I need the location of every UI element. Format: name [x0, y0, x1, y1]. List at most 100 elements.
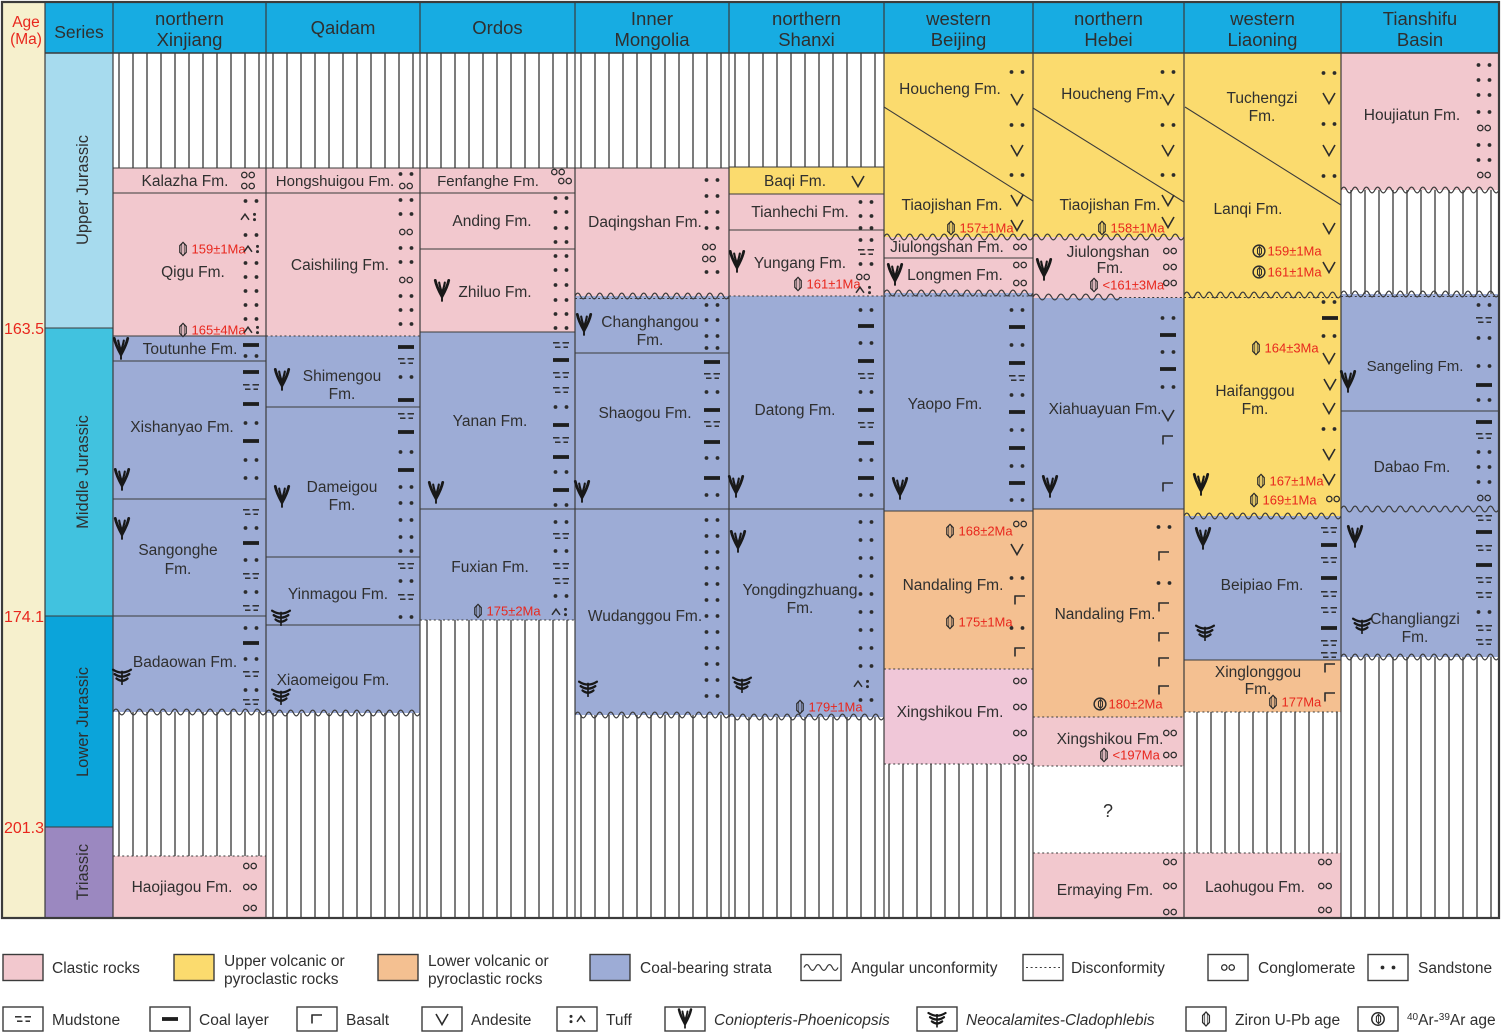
svg-text:western: western: [925, 8, 991, 29]
svg-text:Fm.: Fm.: [329, 386, 356, 403]
svg-text:Coal layer: Coal layer: [199, 1012, 269, 1029]
svg-text:Fuxian Fm.: Fuxian Fm.: [451, 559, 529, 576]
svg-text:Yinmagou Fm.: Yinmagou Fm.: [288, 586, 388, 603]
svg-text:Xiahuayuan Fm.: Xiahuayuan Fm.: [1049, 401, 1162, 418]
svg-text:Conglomerate: Conglomerate: [1258, 960, 1355, 977]
svg-text:175±2Ma: 175±2Ma: [487, 604, 542, 619]
svg-text:169±1Ma: 169±1Ma: [1263, 493, 1318, 508]
svg-text:Sangeling Fm.: Sangeling Fm.: [1367, 358, 1464, 375]
svg-text:Daqingshan Fm.: Daqingshan Fm.: [588, 214, 702, 231]
svg-text:Coniopteris-Phoenicopsis: Coniopteris-Phoenicopsis: [714, 1012, 890, 1029]
svg-text:Xishanyao Fm.: Xishanyao Fm.: [130, 419, 233, 436]
svg-text:Fm.: Fm.: [1242, 401, 1269, 418]
svg-text:Nandaling Fm.: Nandaling Fm.: [1055, 606, 1156, 623]
svg-text:Haojiagou Fm.: Haojiagou Fm.: [132, 879, 233, 896]
svg-text:159±1Ma: 159±1Ma: [192, 242, 247, 257]
svg-text:Basin: Basin: [1397, 29, 1443, 50]
svg-text:Laohugou Fm.: Laohugou Fm.: [1205, 879, 1305, 896]
svg-text:Fm.: Fm.: [1245, 681, 1272, 698]
svg-text:Upper volcanic or: Upper volcanic or: [224, 953, 345, 970]
svg-text:Dabao Fm.: Dabao Fm.: [1374, 459, 1451, 476]
svg-text:Longmen Fm.: Longmen Fm.: [907, 267, 1003, 284]
svg-text:Tiaojishan Fm.: Tiaojishan Fm.: [901, 197, 1002, 214]
svg-text:Changliangzi: Changliangzi: [1370, 611, 1460, 628]
svg-text:Shaogou Fm.: Shaogou Fm.: [598, 405, 691, 422]
svg-text:159±1Ma: 159±1Ma: [1268, 244, 1323, 259]
svg-text:Beijing: Beijing: [931, 29, 987, 50]
svg-text:Sandstone: Sandstone: [1418, 960, 1492, 977]
svg-text:Caishiling Fm.: Caishiling Fm.: [291, 257, 389, 274]
svg-text:Series: Series: [54, 22, 104, 42]
svg-text:Tianhechi Fm.: Tianhechi Fm.: [751, 204, 849, 221]
svg-text:177Ma: 177Ma: [1282, 695, 1323, 710]
svg-text:Houjiatun Fm.: Houjiatun Fm.: [1364, 107, 1460, 124]
svg-text:Basalt: Basalt: [346, 1012, 390, 1029]
svg-text:Lanqi Fm.: Lanqi Fm.: [1214, 201, 1283, 218]
svg-text:161±1Ma: 161±1Ma: [1268, 265, 1323, 280]
svg-text:Sangonghe: Sangonghe: [138, 542, 217, 559]
svg-text:161±1Ma: 161±1Ma: [807, 277, 862, 292]
svg-text:Upper Jurassic: Upper Jurassic: [74, 135, 92, 245]
svg-text:174.1: 174.1: [4, 609, 44, 626]
svg-text:Liaoning: Liaoning: [1228, 29, 1298, 50]
svg-text:Xiaomeigou Fm.: Xiaomeigou Fm.: [277, 672, 390, 689]
svg-text:Baqi Fm.: Baqi Fm.: [764, 173, 826, 190]
svg-text:<197Ma: <197Ma: [1113, 748, 1161, 763]
svg-text:Fm.: Fm.: [165, 561, 192, 578]
svg-text:Houcheng Fm.: Houcheng Fm.: [1061, 86, 1163, 103]
svg-text:40Ar-39Ar age: 40Ar-39Ar age: [1407, 1012, 1496, 1029]
svg-text:Changhangou: Changhangou: [601, 314, 698, 331]
svg-text:Tuchengzi: Tuchengzi: [1227, 90, 1298, 107]
svg-text:Toutunhe Fm.: Toutunhe Fm.: [143, 341, 238, 358]
svg-text:Ermaying Fm.: Ermaying Fm.: [1057, 882, 1153, 899]
svg-text:Hongshuigou Fm.: Hongshuigou Fm.: [276, 173, 394, 190]
svg-text:167±1Ma: 167±1Ma: [1270, 474, 1325, 489]
svg-text:Lower Jurassic: Lower Jurassic: [74, 667, 92, 777]
svg-text:Tianshifu: Tianshifu: [1383, 8, 1457, 29]
svg-text:Middle Jurassic: Middle Jurassic: [74, 415, 92, 529]
svg-text:Neocalamites-Cladophlebis: Neocalamites-Cladophlebis: [966, 1012, 1155, 1029]
svg-text:Yaopo Fm.: Yaopo Fm.: [908, 396, 983, 413]
svg-text:Jiulongshan Fm.: Jiulongshan Fm.: [890, 239, 1004, 256]
svg-text:Fm.: Fm.: [1402, 629, 1429, 646]
svg-text:Andesite: Andesite: [471, 1012, 531, 1029]
svg-text:180±2Ma: 180±2Ma: [1109, 697, 1164, 712]
svg-text:northern: northern: [1074, 8, 1143, 29]
svg-text:(Ma): (Ma): [10, 31, 42, 48]
svg-text:Tiaojishan Fm.: Tiaojishan Fm.: [1059, 197, 1160, 214]
svg-text:Qigu Fm.: Qigu Fm.: [161, 264, 225, 281]
svg-text:Fenfanghe Fm.: Fenfanghe Fm.: [437, 173, 539, 190]
svg-text:Ziron U-Pb age: Ziron U-Pb age: [1235, 1012, 1340, 1029]
svg-text:Wudanggou Fm.: Wudanggou Fm.: [588, 608, 702, 625]
svg-text:Zhiluo Fm.: Zhiluo Fm.: [458, 284, 531, 301]
svg-text:Xinglonggou: Xinglonggou: [1215, 664, 1301, 681]
svg-text:northern: northern: [772, 8, 841, 29]
svg-text:179±1Ma: 179±1Ma: [809, 700, 864, 715]
svg-text:Triassic: Triassic: [74, 844, 92, 900]
svg-text:Qaidam: Qaidam: [311, 17, 376, 38]
svg-text:Jiulongshan: Jiulongshan: [1067, 244, 1150, 261]
svg-text:Kalazha Fm.: Kalazha Fm.: [141, 173, 228, 190]
svg-text:<161±3Ma: <161±3Ma: [1103, 278, 1165, 293]
svg-text:Fm.: Fm.: [787, 600, 814, 617]
svg-text:Mudstone: Mudstone: [52, 1012, 120, 1029]
svg-text:Angular unconformity: Angular unconformity: [851, 960, 998, 977]
svg-text:163.5: 163.5: [4, 321, 44, 338]
svg-text:Fm.: Fm.: [1249, 108, 1276, 125]
svg-text:Shanxi: Shanxi: [778, 29, 835, 50]
svg-text:Beipiao Fm.: Beipiao Fm.: [1221, 577, 1304, 594]
svg-text:Yanan Fm.: Yanan Fm.: [453, 413, 528, 430]
svg-text:Haifanggou: Haifanggou: [1215, 383, 1294, 400]
svg-text:Dameigou: Dameigou: [307, 479, 378, 496]
svg-text:165±4Ma: 165±4Ma: [192, 323, 247, 338]
svg-text:pyroclastic rocks: pyroclastic rocks: [224, 971, 339, 988]
svg-text:Ordos: Ordos: [472, 17, 522, 38]
svg-text:Xingshikou Fm.: Xingshikou Fm.: [1057, 731, 1164, 748]
svg-text:Xingshikou Fm.: Xingshikou Fm.: [897, 704, 1004, 721]
svg-text:northern: northern: [155, 8, 224, 29]
svg-text:Lower volcanic or: Lower volcanic or: [428, 953, 549, 970]
svg-text:Yungang Fm.: Yungang Fm.: [754, 255, 846, 272]
svg-text:western: western: [1229, 8, 1295, 29]
svg-text:Fm.: Fm.: [329, 497, 356, 514]
svg-text:Tuff: Tuff: [606, 1012, 633, 1029]
